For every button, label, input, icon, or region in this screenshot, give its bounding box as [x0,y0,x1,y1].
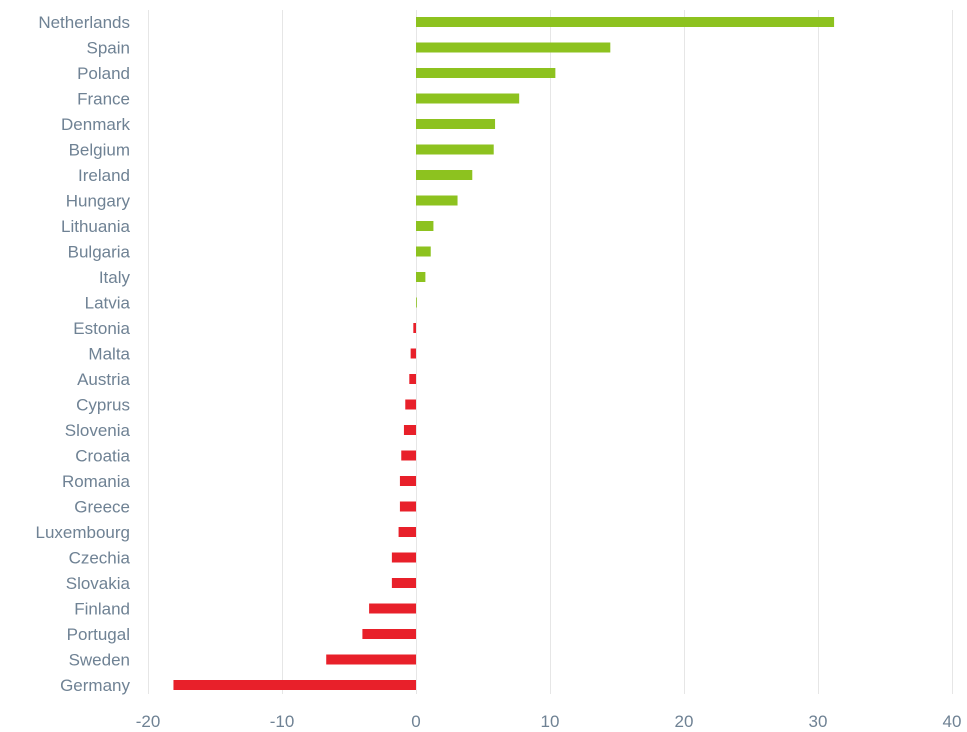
x-tick-label: -10 [270,712,295,731]
x-tick-label: 20 [675,712,694,731]
category-label: Sweden [69,651,130,670]
bar [416,68,556,78]
bar [398,527,416,537]
bar [416,221,434,231]
category-label: Belgium [69,141,130,160]
category-label: Finland [74,600,130,619]
bar [416,297,417,308]
category-label: Cyprus [76,396,130,415]
grid [148,10,953,694]
category-label: Spain [87,39,130,58]
bar [403,425,416,435]
bar [416,246,431,257]
category-label: Croatia [75,447,130,466]
bars [173,17,835,690]
bar [391,552,416,563]
x-tick-label: 30 [809,712,828,731]
category-label: Portugal [67,625,130,644]
category-label: Germany [60,676,130,695]
x-tick-label: 10 [541,712,560,731]
category-label: Lithuania [61,217,131,236]
bar [405,399,416,410]
category-label: Poland [77,64,130,83]
category-label: Italy [99,268,131,287]
category-label: Greece [74,498,130,517]
bar [416,42,611,53]
bar [391,578,416,588]
category-label: Slovakia [66,574,131,593]
bar [409,374,416,384]
category-label: France [77,90,130,109]
bar [173,680,416,690]
bar [416,93,520,104]
bar [326,654,416,665]
bar [416,170,473,180]
category-label: Czechia [69,549,131,568]
bar [416,272,426,282]
x-tick-label: 40 [943,712,962,731]
category-label: Estonia [73,319,130,338]
bar [416,144,494,155]
category-label: Hungary [66,192,131,211]
category-label: Luxembourg [35,523,130,542]
x-tick-label: 0 [411,712,420,731]
bar [369,603,416,614]
bar [416,17,835,27]
bar [413,323,416,333]
bar [410,348,416,359]
category-label: Austria [77,370,130,389]
category-label: Bulgaria [68,243,131,262]
category-label: Romania [62,472,131,491]
bar [399,476,416,486]
bar [362,629,416,639]
x-axis-tick-labels: -20 -10 0 10 20 30 40 [136,712,962,731]
bar [416,119,496,129]
category-label: Malta [88,345,130,364]
bar [416,195,458,206]
category-label: Netherlands [38,13,130,32]
x-tick-label: -20 [136,712,161,731]
category-label: Slovenia [65,421,131,440]
category-label: Ireland [78,166,130,185]
category-labels: Netherlands Spain Poland France Denmark Belgi… [35,13,130,695]
category-label: Denmark [61,115,130,134]
bar [399,501,416,512]
bar [401,450,416,461]
category-label: Latvia [85,294,131,313]
